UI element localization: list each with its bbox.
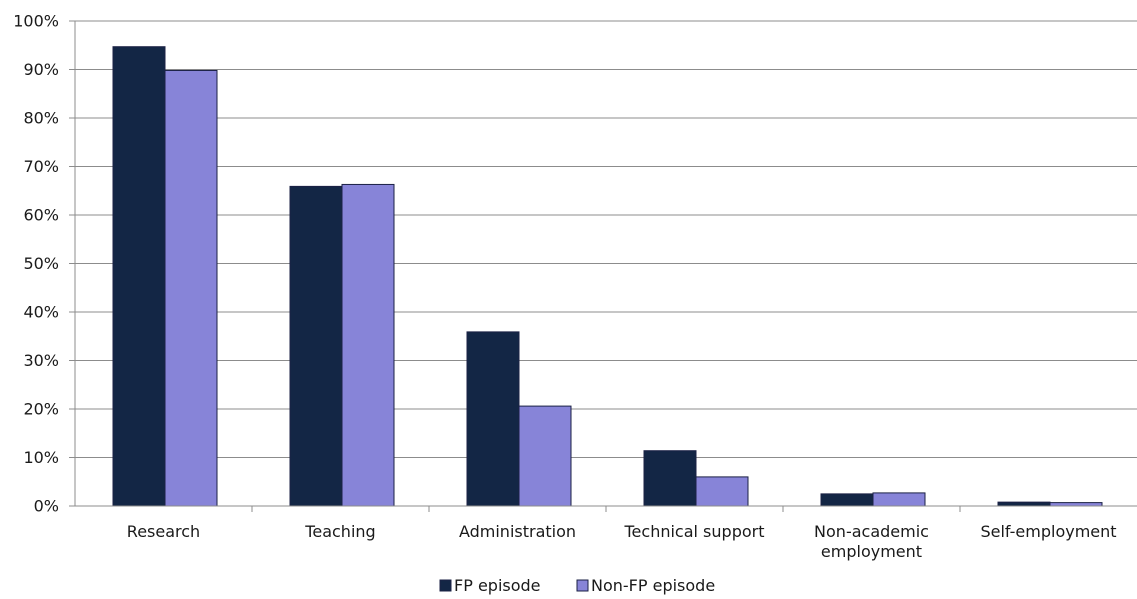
x-category-label: Teaching <box>304 522 375 541</box>
bar-fp <box>289 185 343 507</box>
y-tick-label: 80% <box>23 109 59 128</box>
y-tick-label: 10% <box>23 448 59 467</box>
y-tick-label: 100% <box>13 12 59 31</box>
bar-non-fp <box>695 476 749 507</box>
legend-swatch <box>576 579 589 592</box>
gridlines <box>69 20 1137 507</box>
bar-non-fp <box>872 492 926 507</box>
bar-non-fp <box>164 69 218 507</box>
y-axis-tick-labels: 0% 10% 20% 30% 40% 50% 60% 70% 80% 90% 100% <box>13 12 59 516</box>
bar-fp <box>643 450 697 507</box>
bar-non-fp <box>518 405 572 507</box>
legend-label: Non-FP episode <box>591 576 715 595</box>
legend-label: FP episode <box>454 576 541 595</box>
y-tick-label: 30% <box>23 351 59 370</box>
bar-non-fp <box>1049 502 1103 507</box>
x-category-label: Self-employment <box>980 522 1116 541</box>
x-axis-category-labels: Research Teaching Administration Technical … <box>127 522 1117 561</box>
y-tick-label: 50% <box>23 254 59 273</box>
y-tick-label: 0% <box>34 497 59 516</box>
y-tick-label: 40% <box>23 303 59 322</box>
bar-fp <box>997 501 1051 507</box>
legend: FP episode Non-FP episode <box>439 576 715 595</box>
x-category-label: Non-academic employment <box>814 522 929 561</box>
x-category-label: Technical support <box>624 522 765 541</box>
bar-non-fp <box>341 183 395 507</box>
y-tick-label: 60% <box>23 206 59 225</box>
legend-swatch <box>439 579 452 592</box>
x-category-label: Administration <box>459 522 576 541</box>
bars <box>112 46 1103 507</box>
y-tick-label: 20% <box>23 400 59 419</box>
y-tick-label: 90% <box>23 60 59 79</box>
axes <box>69 21 1137 512</box>
bar-fp <box>112 46 166 507</box>
bar-fp <box>466 331 520 507</box>
y-tick-label: 70% <box>23 157 59 176</box>
x-category-label: Research <box>127 522 200 541</box>
bar-fp <box>820 493 874 507</box>
